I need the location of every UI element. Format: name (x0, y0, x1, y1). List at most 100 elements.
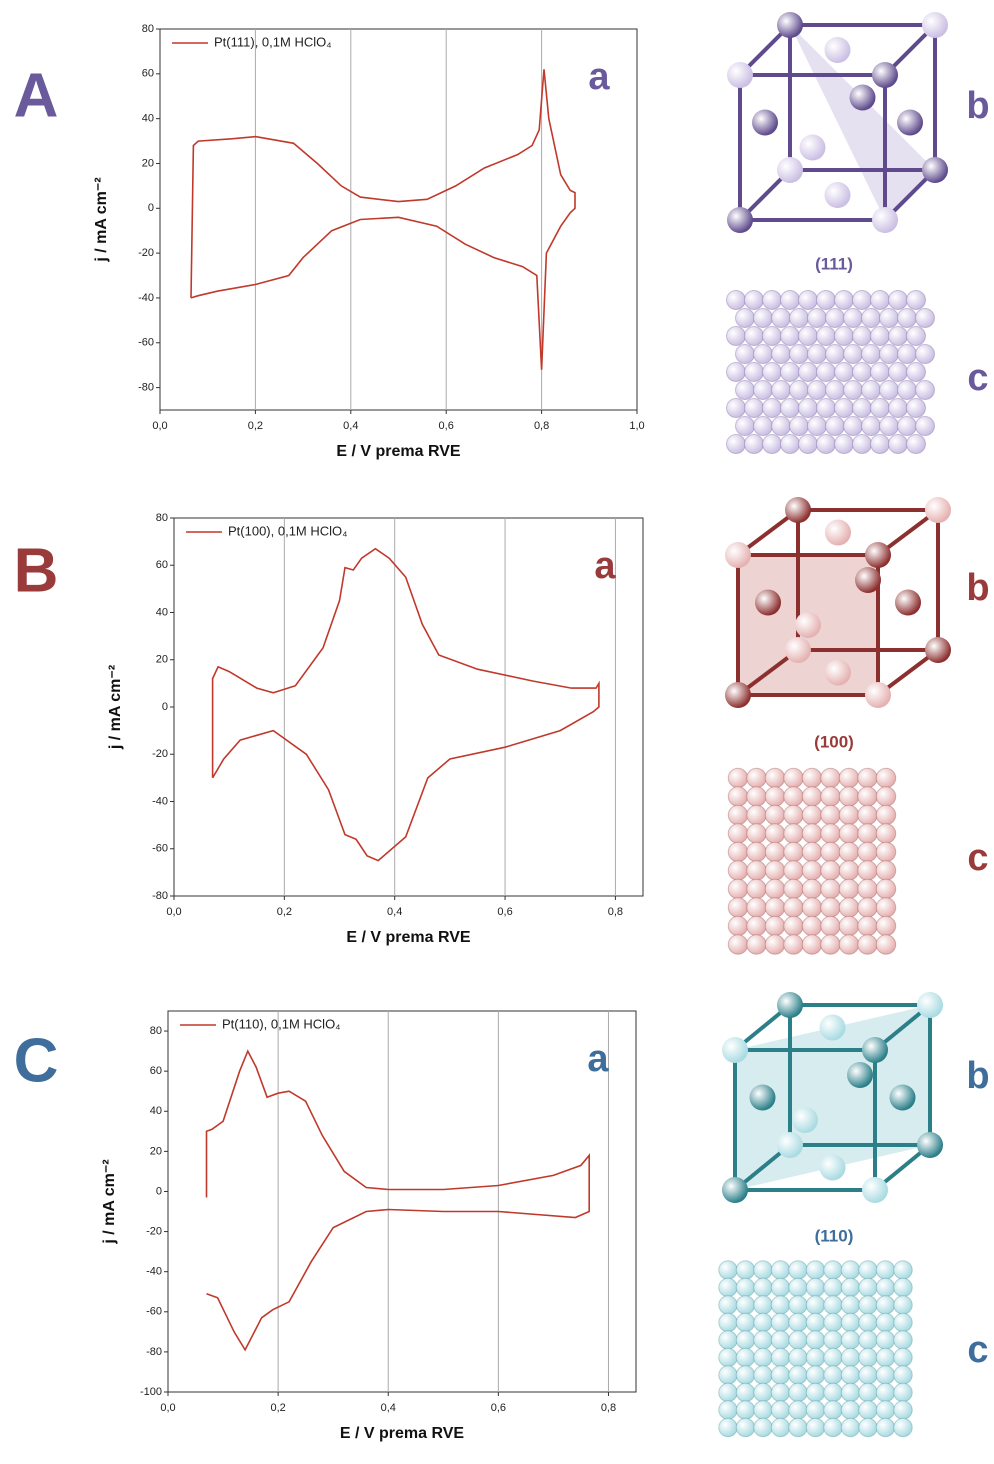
surface-atom (857, 804, 878, 826)
surface-atom (825, 308, 845, 328)
surface-atom (875, 767, 897, 789)
surface-atom (735, 1382, 756, 1403)
facet-label: (111) (815, 254, 853, 273)
surface-atom (906, 326, 926, 346)
surface-atom (798, 326, 818, 346)
atom (725, 542, 751, 568)
surface-atom (746, 804, 767, 826)
surface-atom (820, 878, 841, 900)
surface-atom (735, 1277, 756, 1298)
y-tick-label: -60 (152, 843, 168, 855)
x-tick-label: 0,6 (497, 906, 512, 918)
atom (777, 1132, 803, 1158)
surface-atom (727, 915, 749, 937)
surface-atom (735, 1330, 756, 1350)
surface-atom (764, 841, 786, 863)
x-tick-label: 0,2 (277, 906, 292, 918)
surface-atom (893, 1330, 913, 1350)
surface-atom (805, 1382, 826, 1403)
x-tick-label: 0,8 (608, 906, 623, 918)
atom (862, 1177, 888, 1203)
surface-atom (727, 823, 749, 844)
plot-frame (173, 517, 644, 897)
surface-atom (780, 326, 800, 346)
surface-atom (764, 786, 786, 807)
surface-atom (858, 1417, 878, 1438)
surface-atom (875, 1312, 896, 1333)
surface-atom (770, 1365, 791, 1385)
surface-atom (823, 1400, 843, 1420)
surface-atom (838, 823, 860, 844)
surface-atom (875, 1295, 896, 1315)
surface-atom (789, 416, 809, 436)
surface-atom (840, 1260, 861, 1280)
surface-atom (840, 1400, 861, 1420)
x-tick-label: 0,0 (166, 906, 181, 918)
surface-atom (770, 1400, 791, 1420)
panel-letter: B (14, 536, 59, 605)
surface-atom (857, 934, 878, 955)
atom (895, 589, 921, 616)
surface-atom (718, 1365, 738, 1385)
surface-atom (746, 767, 767, 789)
atom (865, 682, 891, 708)
y-tick-label: 80 (150, 1025, 162, 1037)
surface-atom (870, 398, 890, 418)
surface-atom (780, 398, 800, 418)
surface-atom (718, 1277, 738, 1298)
surface-atom (727, 897, 749, 918)
surface-atom (718, 1312, 738, 1333)
atom (925, 637, 951, 663)
y-tick-label: 40 (142, 113, 154, 125)
surface-atom (879, 416, 899, 436)
surface-atom (843, 416, 863, 436)
surface-atom (858, 1277, 878, 1298)
atom (917, 1132, 943, 1158)
atom (777, 12, 803, 38)
surface-atom (843, 380, 863, 400)
surface-atom (897, 308, 917, 328)
surface-atom (746, 786, 767, 807)
surface-atom (875, 1365, 896, 1385)
surface-atom (770, 1330, 791, 1350)
surface-atom (770, 1347, 791, 1368)
surface-atom (801, 823, 823, 844)
atom (795, 612, 821, 638)
atom (897, 109, 923, 136)
surface-atom (897, 344, 917, 364)
y-tick-label: 80 (156, 512, 168, 524)
atom (917, 992, 943, 1018)
surface-atom (816, 326, 836, 346)
surface-atom (788, 1382, 808, 1403)
atom (824, 37, 851, 63)
surface-atom (875, 860, 897, 881)
surface-atom (888, 434, 908, 454)
surface-atom (861, 380, 881, 400)
atom (872, 62, 898, 88)
surface-atom (888, 362, 908, 382)
plot-frame (159, 28, 638, 411)
surface-atom (858, 1330, 878, 1350)
surface-atom (805, 1400, 826, 1420)
surface-atom (805, 1347, 826, 1368)
atom (799, 134, 826, 161)
surface-atom (764, 767, 786, 789)
surface-atom (825, 380, 845, 400)
surface-atom (753, 1295, 773, 1315)
surface-atom (762, 326, 782, 346)
y-tick-label: 20 (142, 157, 154, 169)
surface-atom (789, 380, 809, 400)
surface-atom (753, 308, 773, 328)
surface-atom (735, 308, 755, 328)
surface-atom (875, 786, 897, 807)
y-tick-label: -20 (138, 247, 154, 259)
surface-atom (727, 841, 749, 863)
surface-atom (820, 767, 841, 789)
surface-atom (770, 1417, 791, 1438)
surface-atom (746, 915, 767, 937)
surface-atom (783, 786, 804, 807)
y-tick-label: -80 (138, 381, 154, 393)
surface-atom (805, 1365, 826, 1385)
surface-atom (770, 1382, 791, 1403)
surface-atom (906, 398, 926, 418)
